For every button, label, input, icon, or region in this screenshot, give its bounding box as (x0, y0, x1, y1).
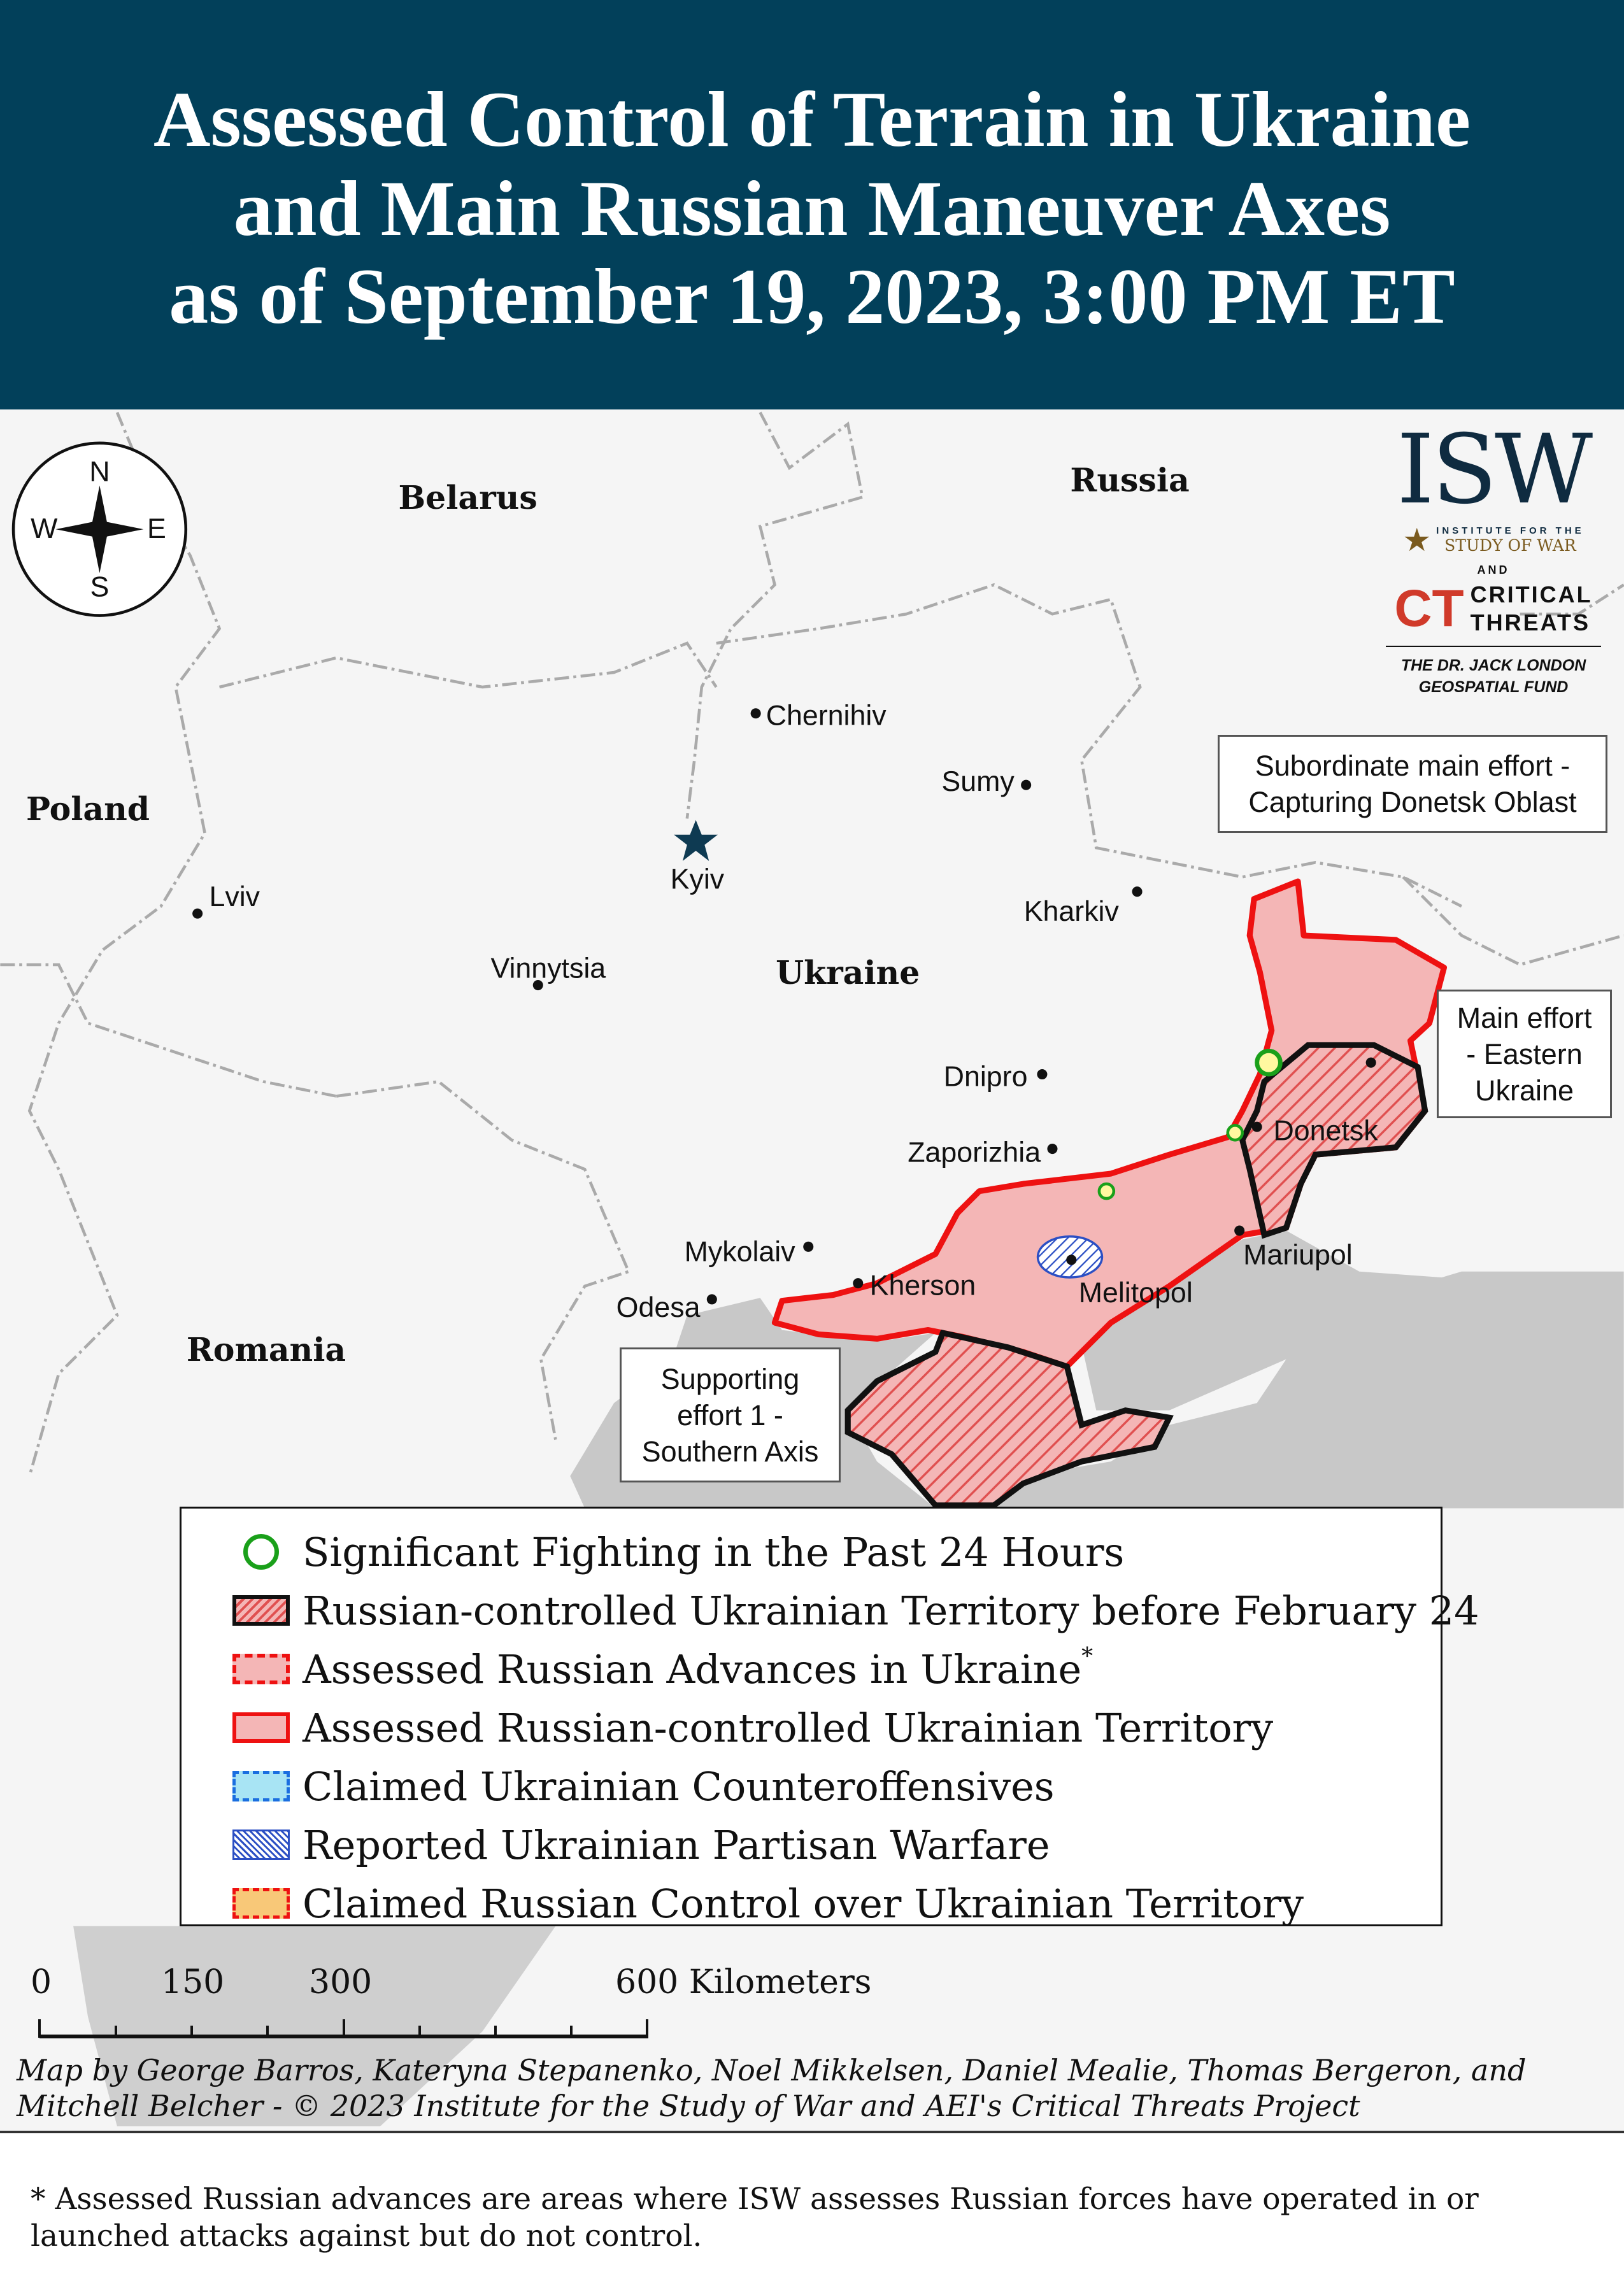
city-label-kherson: Kherson (870, 1270, 976, 1302)
significant-fighting-marker (1255, 1048, 1283, 1077)
city-label-mykolaiv: Mykolaiv (685, 1236, 796, 1268)
legend-item-ukrainian-counteroffensives: Claimed Ukrainian Counteroffensives (232, 1761, 1055, 1812)
pink-dashed-swatch-icon (232, 1654, 290, 1684)
map-canvas: N S E W Belarus Russia Poland Ukraine Ro… (0, 411, 1624, 2127)
callout-text: Southern Axis (641, 1435, 819, 1468)
logo-institute: INSTITUTE FOR THE (1436, 525, 1585, 536)
city-label-mariupol: Mariupol (1243, 1239, 1353, 1270)
ct-mark: CT (1394, 579, 1464, 637)
scale-ruler (38, 2019, 648, 2038)
isw-ct-logo: ISW ★ INSTITUTE FOR THE STUDY OF WAR AND… (1376, 422, 1611, 698)
legend-label: Reported Ukrainian Partisan Warfare (303, 1821, 1050, 1868)
city-label-dnipro: Dnipro (944, 1060, 1028, 1092)
country-label-belarus: Belarus (398, 479, 537, 516)
scale-label-150: 150 (161, 1963, 225, 2001)
callout-text: effort 1 - (677, 1398, 783, 1432)
logo-fund-line1: THE DR. JACK LONDON (1400, 657, 1586, 674)
callout-subordinate-effort: Subordinate main effort - Capturing Done… (1218, 735, 1607, 833)
callout-text: Ukraine (1474, 1074, 1574, 1107)
compass-n: N (89, 455, 110, 487)
city-label-odesa: Odesa (616, 1291, 701, 1323)
footnote: * Assessed Russian advances are areas wh… (31, 2182, 1479, 2254)
city-label-lviv: Lviv (209, 881, 260, 913)
city-label-chernihiv: Chernihiv (766, 700, 887, 732)
country-label-romania: Romania (187, 1331, 346, 1368)
star-icon: ★ (1402, 522, 1432, 558)
country-label-ukraine: Ukraine (776, 954, 920, 991)
significant-fighting-marker (1097, 1182, 1116, 1200)
legend-label: Russian-controlled Ukrainian Territory b… (303, 1587, 1479, 1634)
logo-threats: THREATS (1470, 609, 1590, 636)
city-label-vinnytsia: Vinnytsia (490, 953, 606, 984)
legend-asterisk: * (1081, 1644, 1093, 1670)
capital-star-icon (674, 820, 718, 862)
logo-study-of-war: STUDY OF WAR (1444, 536, 1576, 555)
callout-main-effort: Main effort - Eastern Ukraine (1437, 990, 1612, 1118)
legend-item-claimed-russian-control: Claimed Russian Control over Ukrainian T… (232, 1878, 1304, 1929)
city-label-sumy: Sumy (941, 765, 1015, 797)
international-borders (0, 411, 1624, 1477)
legend-label: Claimed Ukrainian Counteroffensives (303, 1763, 1055, 1810)
callout-supporting-effort: Supporting effort 1 - Southern Axis (620, 1347, 841, 1482)
map-area: N S E W Belarus Russia Poland Ukraine Ro… (0, 409, 1624, 2131)
logo-critical: CRITICAL (1470, 581, 1593, 608)
sea-of-azov (1081, 1230, 1462, 1410)
legend-label: Assessed Russian Advances in Ukraine (303, 1645, 1082, 1693)
city-label-kharkiv: Kharkiv (1024, 895, 1120, 927)
credits-line-2: Mitchell Belcher - © 2023 Institute for … (17, 2089, 1360, 2123)
orange-dashed-swatch-icon (232, 1888, 290, 1919)
scale-label-300: 300 (309, 1963, 373, 2001)
callout-text: Capturing Donetsk Oblast (1248, 786, 1577, 818)
city-label-kyiv: Kyiv (671, 863, 725, 895)
green-ring-icon (232, 1534, 290, 1570)
compass-s: S (90, 571, 109, 603)
legend-item-significant-fighting: Significant Fighting in the Past 24 Hour… (232, 1526, 1124, 1577)
city-dots (192, 708, 1376, 1305)
scale-label-0: 0 (31, 1963, 52, 2001)
crimea-pre-2022-territory (844, 1329, 1174, 1509)
country-label-russia: Russia (1070, 461, 1189, 499)
callout-text: - Eastern (1466, 1037, 1583, 1070)
callout-text: Subordinate main effort - (1255, 750, 1571, 782)
logo-fund-line2: GEOSPATIAL FUND (1418, 678, 1569, 696)
blue-dashed-swatch-icon (232, 1771, 290, 1801)
city-label-zaporizhia: Zaporizhia (908, 1137, 1041, 1169)
donbas-pre-2022-territory (1239, 1042, 1428, 1239)
scale-label-600: 600 Kilometers (615, 1963, 872, 2001)
callout-text: Main effort (1457, 1001, 1592, 1034)
city-label-melitopol: Melitopol (1079, 1277, 1193, 1309)
legend-item-partisan-warfare: Reported Ukrainian Partisan Warfare (232, 1819, 1050, 1870)
lower-sea-area (73, 1926, 556, 2127)
legend-label: Claimed Russian Control over Ukrainian T… (303, 1880, 1304, 1927)
legend-item-pre-feb24-territory: Russian-controlled Ukrainian Territory b… (232, 1585, 1479, 1636)
city-label-donetsk: Donetsk (1273, 1114, 1378, 1146)
map-credits: Map by George Barros, Kateryna Stepanenk… (17, 2052, 1526, 2124)
significant-fighting-marker (1226, 1124, 1244, 1142)
hatched-red-swatch-icon (232, 1595, 290, 1626)
pink-solid-swatch-icon (232, 1712, 290, 1743)
callout-text: Supporting (660, 1362, 800, 1395)
title-line-1: Assessed Control of Terrain in Ukraine (153, 76, 1471, 163)
legend-label: Assessed Russian-controlled Ukrainian Te… (303, 1704, 1274, 1751)
legend-item-russian-controlled: Assessed Russian-controlled Ukrainian Te… (232, 1702, 1273, 1753)
title-line-2: and Main Russian Maneuver Axes (233, 165, 1391, 252)
footer: * Assessed Russian advances are areas wh… (0, 2131, 1624, 2295)
title-banner: Assessed Control of Terrain in Ukraine a… (0, 0, 1624, 409)
logo-and: AND (1477, 564, 1510, 576)
country-label-poland: Poland (26, 790, 150, 828)
credits-line-1: Map by George Barros, Kateryna Stepanenk… (17, 2053, 1527, 2087)
compass-rose: N S E W (11, 441, 188, 617)
compass-w: W (31, 513, 58, 544)
legend-item-russian-advances: Assessed Russian Advances in Ukraine * (232, 1644, 1093, 1695)
isw-wordmark: ISW (1396, 415, 1593, 525)
legend-label: Significant Fighting in the Past 24 Hour… (303, 1528, 1125, 1575)
title-line-3: as of September 19, 2023, 3:00 PM ET (169, 253, 1455, 340)
map-legend: Significant Fighting in the Past 24 Hour… (180, 1507, 1479, 1929)
compass-e: E (147, 513, 166, 544)
blue-hatch-swatch-icon (232, 1830, 290, 1860)
scale-bar: 0 150 300 600 Kilometers (0, 1963, 955, 2046)
